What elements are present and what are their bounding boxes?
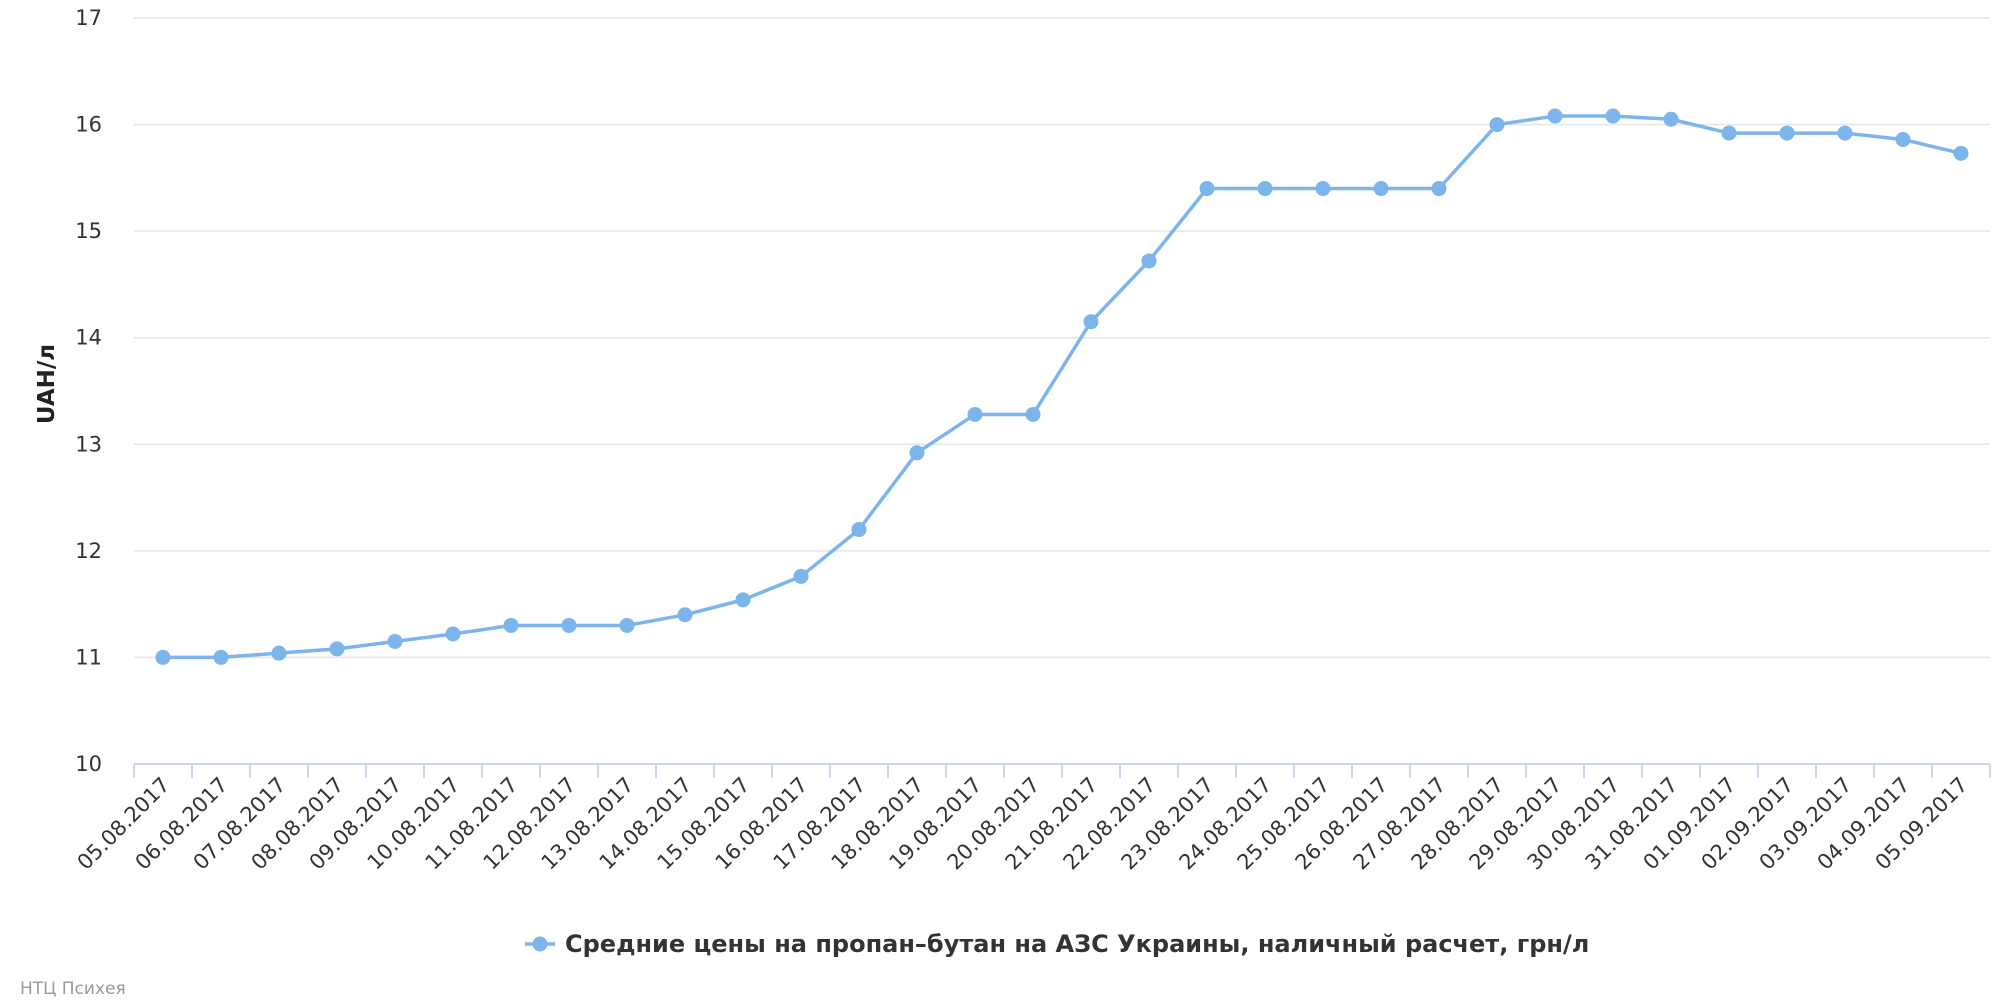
data-point[interactable] [1257,181,1273,197]
data-point[interactable] [1663,111,1679,127]
y-tick-label: 16 [75,113,102,137]
data-point[interactable] [561,617,577,633]
y-axis: 10 11 12 13 14 15 16 17 [75,6,102,776]
data-point[interactable] [1199,181,1215,197]
data-point[interactable] [1837,125,1853,141]
data-point[interactable] [1779,125,1795,141]
series-line-group [155,108,1969,665]
data-point[interactable] [271,645,287,661]
data-point[interactable] [387,633,403,649]
legend-marker [532,936,548,952]
y-tick-label: 15 [75,219,102,243]
grid-lines [134,17,1990,659]
data-point[interactable] [619,617,635,633]
y-axis-title: UAH/л [34,344,60,424]
y-tick-label: 11 [75,645,102,669]
legend-label[interactable]: Средние цены на пропан–бутан на АЗС Укра… [565,930,1589,958]
data-point[interactable] [967,406,983,422]
x-axis: 05.08.201706.08.201707.08.201708.08.2017… [73,763,1991,875]
data-point[interactable] [1895,131,1911,147]
legend[interactable]: Средние цены на пропан–бутан на АЗС Укра… [525,930,1589,958]
data-point[interactable] [1025,406,1041,422]
data-point[interactable] [445,626,461,642]
data-point[interactable] [1547,108,1563,124]
y-tick-label: 10 [75,752,102,776]
data-point[interactable] [677,607,693,623]
data-point[interactable] [1141,253,1157,269]
data-point[interactable] [1315,181,1331,197]
y-tick-label: 17 [75,6,102,30]
data-point[interactable] [1373,181,1389,197]
data-point[interactable] [1721,125,1737,141]
data-point[interactable] [213,649,229,665]
credit-text[interactable]: НТЦ Психея [20,979,126,999]
data-point[interactable] [329,641,345,657]
data-point[interactable] [851,522,867,538]
data-point[interactable] [155,649,171,665]
data-point[interactable] [1083,314,1099,330]
data-point[interactable] [735,592,751,608]
series-line[interactable] [161,114,1963,660]
data-point[interactable] [793,568,809,584]
data-point[interactable] [909,445,925,461]
y-tick-label: 13 [75,432,102,456]
data-point[interactable] [1431,181,1447,197]
y-tick-label: 12 [75,539,102,563]
data-point[interactable] [1605,108,1621,124]
data-point[interactable] [503,617,519,633]
data-point[interactable] [1953,145,1969,161]
y-tick-label: 14 [75,326,102,350]
data-point[interactable] [1489,117,1505,133]
